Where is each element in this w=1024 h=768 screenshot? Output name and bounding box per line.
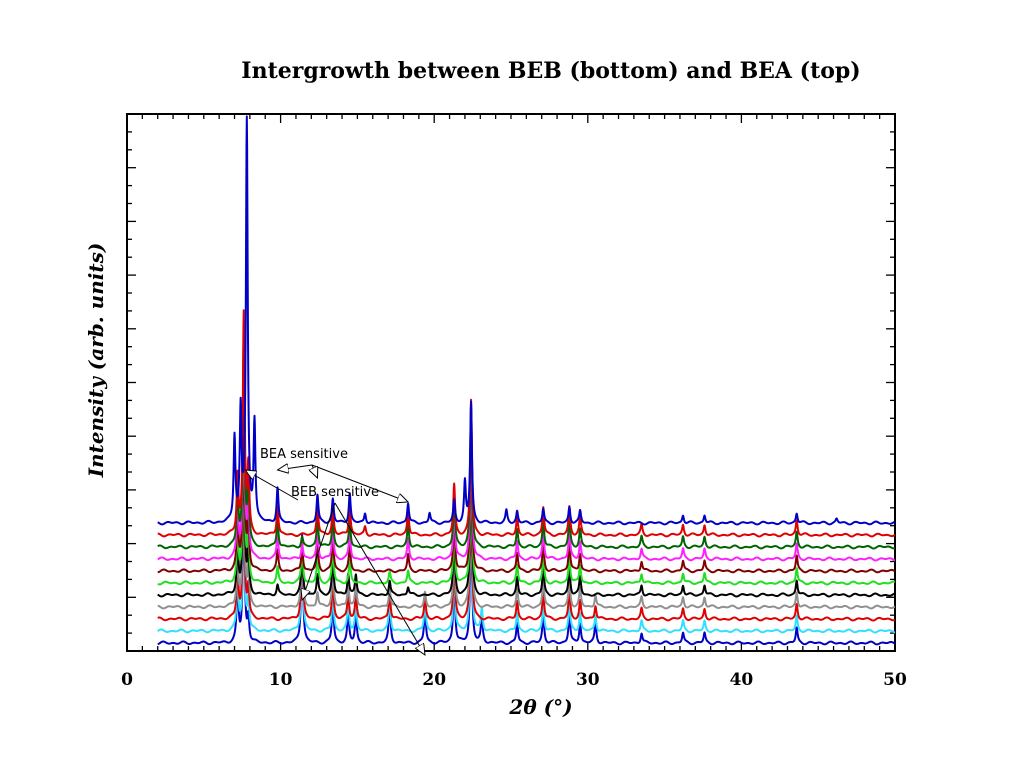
- series-line-9: [157, 331, 895, 550]
- annotation-arrow-beb-3: [245, 470, 299, 501]
- x-tick-label: 10: [269, 670, 293, 690]
- series-line-1: [157, 493, 895, 646]
- annotation-arrow-bea-2: [311, 464, 408, 502]
- y-axis-label: Intensity (arb. units): [84, 243, 108, 479]
- x-tick-label: 50: [883, 670, 907, 690]
- x-tick-label: 20: [422, 670, 446, 690]
- series-line-6: [157, 397, 895, 586]
- x-axis-label: 2θ (°): [508, 695, 572, 719]
- x-tick-label: 0: [121, 670, 133, 690]
- series-line-8: [157, 353, 895, 562]
- series-line-3: [157, 465, 895, 622]
- chart-title: Intergrowth between BEB (bottom) and BEA…: [241, 58, 860, 84]
- x-tick-labels: 0 10 20 30 40 50: [121, 670, 907, 690]
- series-line-11: [157, 115, 895, 526]
- series-line-2: [157, 486, 895, 634]
- series-line-5: [157, 420, 895, 598]
- axis-ticks: [126, 113, 896, 652]
- series-line-10: [157, 309, 895, 538]
- series-line-7: [157, 375, 895, 574]
- annotation-arrow-bea-3: [312, 464, 317, 478]
- annotation-arrow-beb-1: [302, 502, 336, 600]
- annotation-bea-sensitive: BEA sensitive: [260, 447, 348, 462]
- annotation-arrow-bea-1: [278, 465, 313, 470]
- series-line-4: [157, 443, 895, 610]
- x-tick-label: 40: [730, 670, 754, 690]
- series-layer: [157, 115, 895, 646]
- annotation-beb-sensitive: BEB sensitive: [291, 485, 379, 500]
- x-tick-label: 30: [576, 670, 600, 690]
- annotation-layer: BEA sensitive BEB sensitive: [245, 447, 425, 655]
- annotation-arrow-beb-2: [334, 502, 425, 655]
